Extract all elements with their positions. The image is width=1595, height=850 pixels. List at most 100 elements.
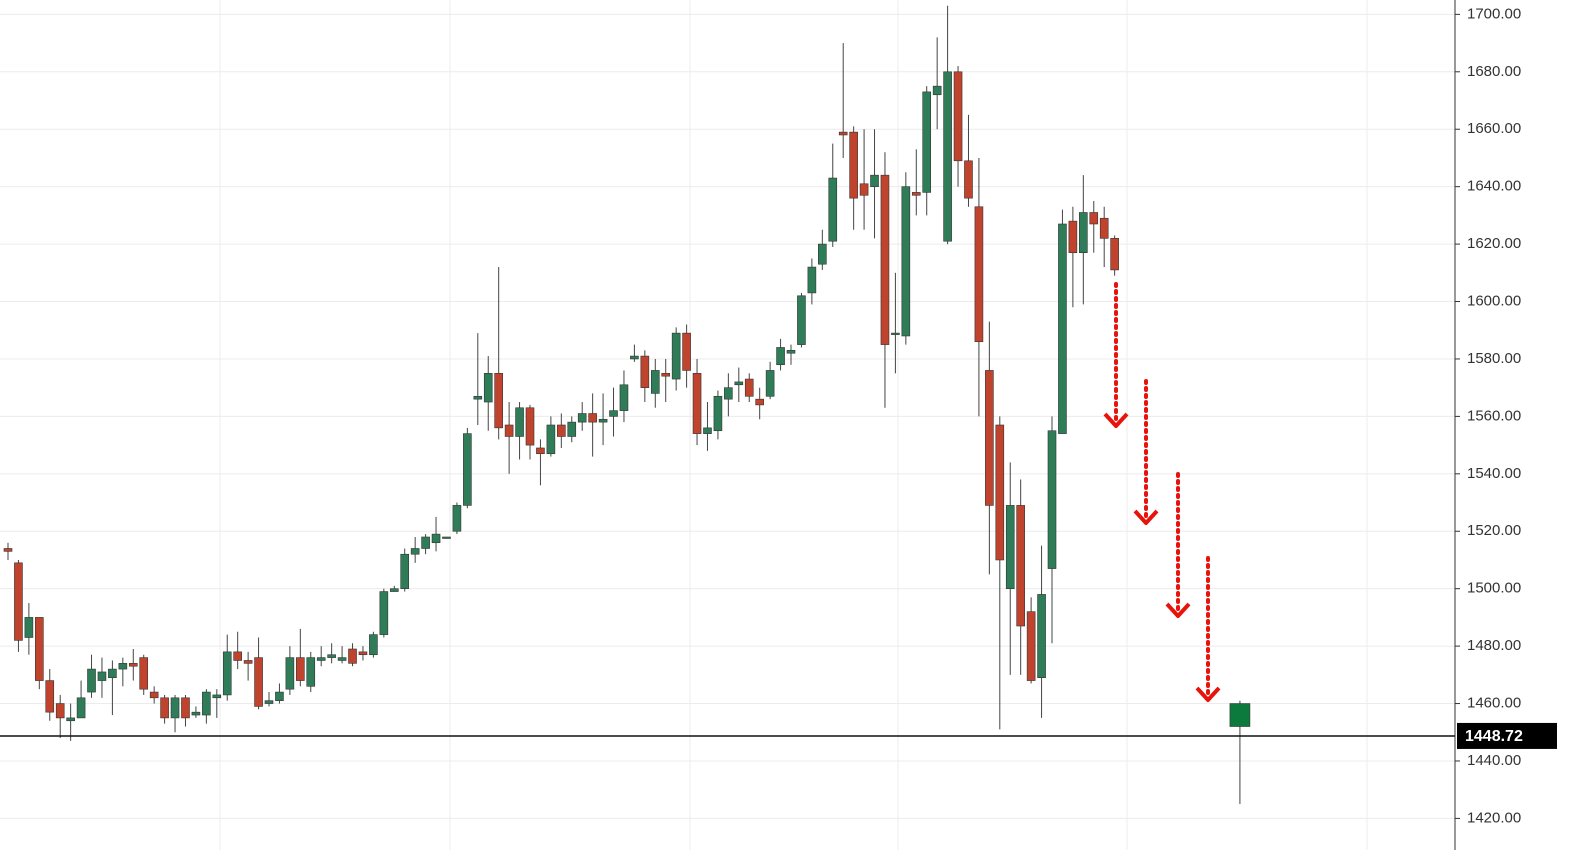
y-tick-label: 1620.00 (1467, 235, 1521, 252)
candle-body (880, 174, 890, 345)
y-tick-label: 1640.00 (1467, 178, 1521, 195)
candle-body (306, 657, 316, 687)
candle-body (222, 651, 232, 696)
price-axis: 1420.00 1440.00 1460.00 1480.00 1500.00 1520.… (1455, 5, 1521, 826)
y-tick-label: 1460.00 (1467, 695, 1521, 712)
candle-body (431, 533, 441, 544)
candle-body (671, 332, 681, 380)
candle-body (108, 668, 117, 679)
candle-body (191, 711, 201, 716)
candle-body (1058, 223, 1067, 434)
candle-body (744, 378, 754, 397)
candle-body (24, 617, 34, 638)
vertical-grid (219, 0, 1368, 850)
candle-body (358, 651, 368, 656)
candle-body (97, 671, 107, 681)
candle-body (964, 160, 973, 199)
candle-body (35, 617, 44, 681)
candles (3, 5, 1251, 805)
candle-body (285, 657, 295, 690)
candle-body (369, 634, 378, 656)
candle-body (181, 697, 190, 719)
candle-body (254, 657, 263, 707)
candle-body (901, 186, 911, 337)
y-tick-label: 1420.00 (1467, 809, 1521, 826)
candle-body (598, 418, 608, 423)
candle-body (891, 332, 900, 335)
candle-body (296, 657, 305, 681)
y-tick-label: 1680.00 (1467, 63, 1521, 80)
candle-body (922, 91, 932, 193)
arrow-head (1195, 686, 1221, 702)
candle-body (337, 657, 347, 661)
last-price-box (1457, 722, 1557, 749)
candle-body (661, 373, 671, 377)
candle-body (650, 370, 660, 394)
candle-body (546, 424, 556, 455)
candle-body (483, 373, 493, 403)
candle-body (974, 206, 984, 343)
candle-body (76, 697, 86, 719)
candle-body (149, 691, 159, 699)
candle-body (139, 657, 149, 690)
y-tick-label: 1580.00 (1467, 350, 1521, 367)
candle-body (630, 355, 639, 360)
y-tick-label: 1700.00 (1467, 5, 1521, 22)
candle-body (724, 387, 733, 400)
candle-body (859, 183, 869, 196)
candle-body (838, 131, 848, 136)
candle-body (953, 71, 963, 162)
candle-body (14, 562, 23, 641)
candle-body (87, 668, 96, 693)
candle-body (734, 381, 744, 386)
candle-body (515, 407, 524, 437)
candle-body (1110, 238, 1119, 271)
candle-body (316, 657, 326, 661)
candle-body (275, 691, 284, 701)
candle-body (45, 680, 55, 713)
candle-body (1016, 505, 1025, 627)
candle-body (786, 350, 796, 354)
candle-body (703, 427, 712, 434)
candle-body (765, 370, 775, 397)
candle-body (985, 370, 994, 506)
candle-body (128, 663, 138, 667)
candle-body (682, 332, 691, 371)
candle-body (379, 591, 389, 635)
y-tick-label: 1600.00 (1467, 292, 1521, 309)
candle-body (264, 700, 274, 704)
last-price-label: 1448.72 (1465, 728, 1523, 745)
candle-body (170, 697, 180, 719)
candle-body (1089, 212, 1099, 225)
candle-body (995, 424, 1005, 561)
candle-body (525, 407, 535, 446)
candle-body (410, 548, 420, 555)
candle-body (776, 347, 785, 365)
arrow-head (1103, 412, 1129, 428)
candle-body (818, 243, 827, 265)
candle-body (1079, 212, 1088, 254)
candle-body (911, 192, 921, 196)
arrow-head (1165, 602, 1191, 618)
candle-body (452, 505, 462, 532)
candle-body (536, 447, 545, 455)
candle-body (567, 421, 577, 437)
y-tick-label: 1540.00 (1467, 465, 1521, 482)
candle-body (807, 266, 817, 294)
candle-body (473, 395, 483, 400)
candle-body (849, 131, 858, 199)
candle-body (3, 548, 13, 552)
annotation-arrows (1103, 282, 1221, 702)
candle-body (828, 177, 838, 242)
candle-body (640, 355, 650, 388)
candle-body (1099, 217, 1109, 239)
y-tick-label: 1660.00 (1467, 120, 1521, 137)
candle-body (243, 660, 253, 664)
candle-body (118, 663, 128, 670)
candle-body (212, 694, 222, 699)
candle-body (588, 413, 597, 423)
y-tick-label: 1520.00 (1467, 522, 1521, 539)
candle-body (943, 71, 952, 242)
candle-body (233, 651, 242, 661)
